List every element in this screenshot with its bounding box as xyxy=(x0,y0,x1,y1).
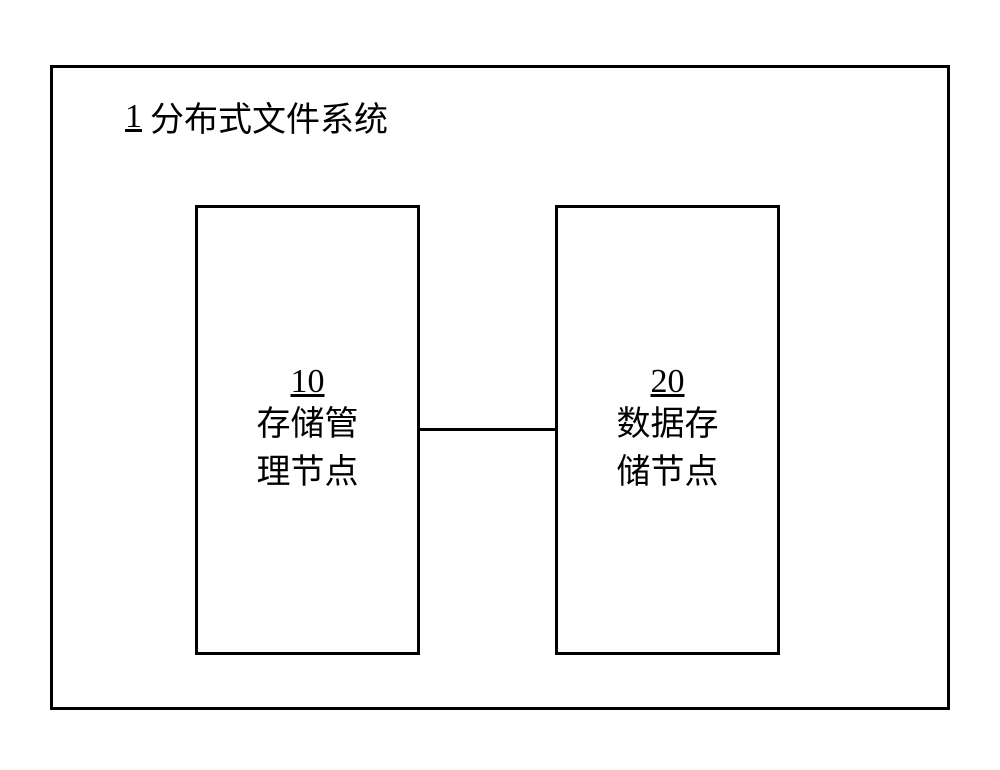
node-data-storage: 20 数据存 储节点 xyxy=(555,205,780,655)
node-label-line2: 理节点 xyxy=(257,449,359,497)
node-label-line1: 数据存 xyxy=(617,401,719,449)
connector-line xyxy=(420,428,555,431)
node-label-line1: 存储管 xyxy=(257,401,359,449)
node-storage-management: 10 存储管 理节点 xyxy=(195,205,420,655)
title-text: 分布式文件系统 xyxy=(150,92,388,141)
node-label-line2: 储节点 xyxy=(617,449,719,497)
node-number: 20 xyxy=(651,363,685,401)
node-number: 10 xyxy=(291,363,325,401)
diagram-title: 1 分布式文件系统 xyxy=(125,92,388,141)
title-number: 1 xyxy=(125,98,142,136)
outer-container-box xyxy=(50,65,950,710)
